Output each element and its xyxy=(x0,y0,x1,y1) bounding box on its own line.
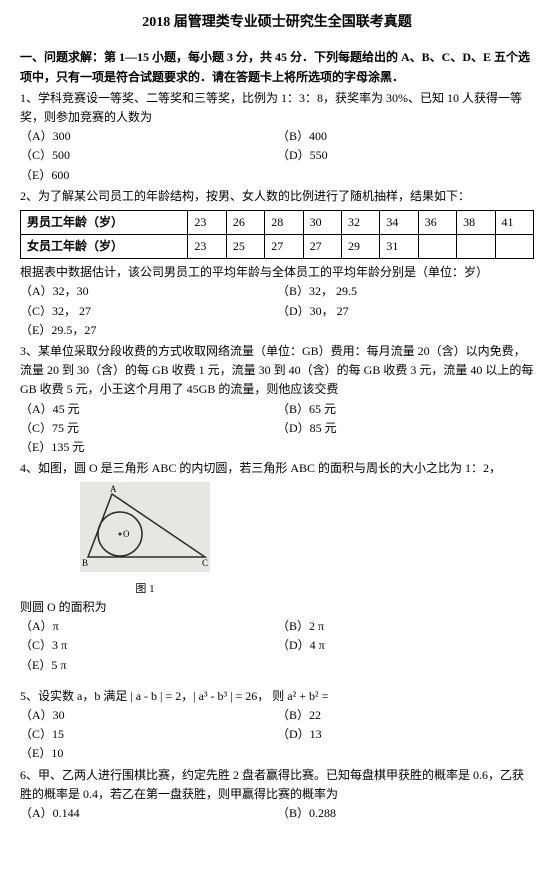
q5-opt-a: （A）30 xyxy=(20,706,277,725)
table-row: 男员工年龄（岁） 23 26 28 30 32 34 36 38 41 xyxy=(21,210,534,234)
q2-opt-c: （C）32， 27 xyxy=(20,302,277,321)
page-title: 2018 届管理类专业硕士研究生全国联考真题 xyxy=(20,12,534,34)
q5-opt-d: （D）13 xyxy=(277,725,534,744)
cell: 32 xyxy=(341,210,379,234)
cell: 41 xyxy=(495,210,533,234)
q2-opt-a: （A）32，30 xyxy=(20,282,277,301)
cell: 23 xyxy=(188,235,226,259)
fig-label-c: C xyxy=(202,558,208,568)
question-2-table: 男员工年龄（岁） 23 26 28 30 32 34 36 38 41 女员工年… xyxy=(20,210,534,259)
question-1-text: 1、学科竞赛设一等奖、二等奖和三等奖，比例为 1：3：8，获奖率为 30%、已知… xyxy=(20,89,534,127)
cell: 27 xyxy=(303,235,341,259)
fig-label-a: A xyxy=(110,484,117,494)
cell: 27 xyxy=(265,235,303,259)
question-6-text: 6、甲、乙两人进行围棋比赛，约定先胜 2 盘者赢得比赛。已知每盘棋甲获胜的概率是… xyxy=(20,766,534,804)
q2-opt-b: （B）32， 29.5 xyxy=(277,282,534,301)
row1-label: 男员工年龄（岁） xyxy=(21,210,188,234)
question-4-figure: A B C O xyxy=(80,482,534,578)
fig-label-b: B xyxy=(82,558,88,568)
q6-opt-b: （B）0.288 xyxy=(277,804,534,823)
q3-opt-b: （B）65 元 xyxy=(277,400,534,419)
q3-opt-a: （A）45 元 xyxy=(20,400,277,419)
q1-opt-e: （E）600 xyxy=(20,166,534,185)
cell: 36 xyxy=(418,210,456,234)
q4-opt-a: （A）π xyxy=(20,617,277,636)
cell: 34 xyxy=(380,210,418,234)
fig-label-o: O xyxy=(123,529,130,539)
q2-opt-d: （D）30， 27 xyxy=(277,302,534,321)
table-row: 女员工年龄（岁） 23 25 27 27 29 31 xyxy=(21,235,534,259)
q1-opt-b: （B）400 xyxy=(277,127,534,146)
q1-opt-d: （D）550 xyxy=(277,146,534,165)
cell: 30 xyxy=(303,210,341,234)
question-6-options: （A）0.144 （B）0.288 xyxy=(20,804,534,823)
cell: 23 xyxy=(188,210,226,234)
q4-opt-b: （B）2 π xyxy=(277,617,534,636)
q2-opt-e: （E）29.5，27 xyxy=(20,321,534,340)
question-2-options: （A）32，30 （B）32， 29.5 （C）32， 27 （D）30， 27… xyxy=(20,282,534,340)
question-5-text: 5、设实数 a，b 满足 | a - b | = 2，| a³ - b³ | =… xyxy=(20,687,534,706)
q3-opt-d: （D）85 元 xyxy=(277,419,534,438)
cell: 26 xyxy=(226,210,264,234)
section-1-header: 一、问题求解：第 1—15 小题，每小题 3 分，共 45 分．下列每题给出的 … xyxy=(20,48,534,86)
q5-opt-b: （B）22 xyxy=(277,706,534,725)
cell xyxy=(495,235,533,259)
q1-opt-a: （A）300 xyxy=(20,127,277,146)
question-3-options: （A）45 元 （B）65 元 （C）75 元 （D）85 元 （E）135 元 xyxy=(20,400,534,458)
q5-opt-e: （E）10 xyxy=(20,744,534,763)
question-2-after: 根据表中数据估计，该公司男员工的平均年龄与全体员工的平均年龄分别是（单位：岁） xyxy=(20,263,534,282)
question-4-options: （A）π （B）2 π （C）3 π （D）4 π （E）5 π xyxy=(20,617,534,675)
question-3-text: 3、某单位采取分段收费的方式收取网络流量（单位：GB）费用：每月流量 20（含）… xyxy=(20,342,534,400)
row2-label: 女员工年龄（岁） xyxy=(21,235,188,259)
q5-opt-c: （C）15 xyxy=(20,725,277,744)
question-2-text: 2、为了解某公司员工的年龄结构，按男、女人数的比例进行了随机抽样，结果如下： xyxy=(20,187,534,206)
figure-caption: 图 1 xyxy=(80,581,210,599)
cell: 28 xyxy=(265,210,303,234)
q1-opt-c: （C）500 xyxy=(20,146,277,165)
cell: 25 xyxy=(226,235,264,259)
question-4-text: 4、如图，圆 O 是三角形 ABC 的内切圆，若三角形 ABC 的面积与周长的大… xyxy=(20,459,534,478)
q6-opt-a: （A）0.144 xyxy=(20,804,277,823)
q4-opt-d: （D）4 π xyxy=(277,636,534,655)
question-1-options: （A）300 （B）400 （C）500 （D）550 （E）600 xyxy=(20,127,534,185)
question-4-after: 则圆 O 的面积为 xyxy=(20,598,534,617)
q3-opt-e: （E）135 元 xyxy=(20,438,534,457)
question-5-options: （A）30 （B）22 （C）15 （D）13 （E）10 xyxy=(20,706,534,764)
q4-opt-e: （E）5 π xyxy=(20,656,534,675)
cell: 38 xyxy=(457,210,495,234)
q3-opt-c: （C）75 元 xyxy=(20,419,277,438)
cell: 29 xyxy=(341,235,379,259)
cell xyxy=(457,235,495,259)
cell: 31 xyxy=(380,235,418,259)
cell xyxy=(418,235,456,259)
q4-opt-c: （C）3 π xyxy=(20,636,277,655)
